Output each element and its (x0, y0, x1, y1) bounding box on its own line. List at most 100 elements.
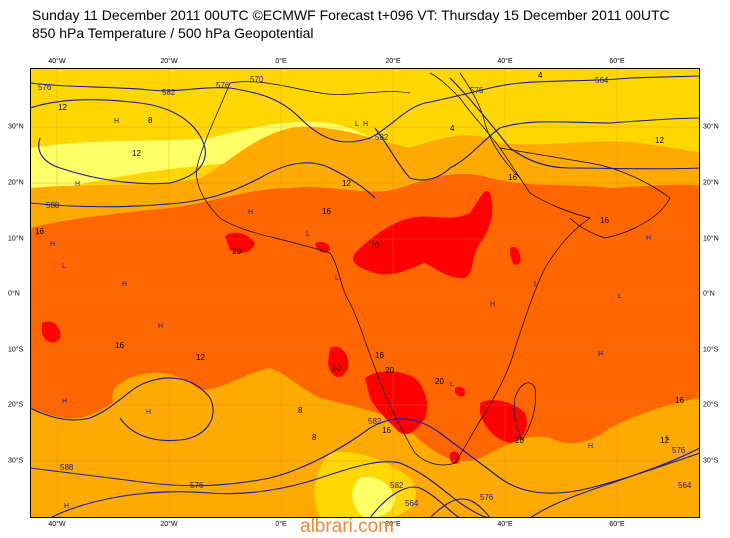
lon-label-top: 20°W (160, 58, 178, 65)
geopotential-label: 564 (678, 481, 692, 490)
geopotential-label: 564 (595, 76, 609, 85)
coastline (196, 72, 671, 466)
lon-label-bottom: 40°E (497, 521, 513, 528)
temp-label: 8 (298, 406, 303, 415)
temp-band-very-hot (352, 190, 493, 279)
temp-label: 16 (322, 207, 331, 216)
temp-band-very-hot (225, 232, 255, 254)
lat-label-right: 20°S (703, 401, 719, 409)
lat-label-right: 10°S (703, 346, 719, 354)
temp-label: 20 (370, 241, 379, 250)
geopotential-label: 576 (38, 83, 52, 92)
temp-label: 12 (655, 136, 664, 145)
temp-label: 12 (58, 103, 67, 112)
temp-label: 16 (382, 426, 391, 435)
pressure-mark: H (363, 121, 368, 128)
temp-band-very-hot (328, 346, 349, 378)
pressure-mark: L (62, 263, 66, 270)
temp-band-very-hot (480, 400, 527, 443)
pressure-mark: H (64, 503, 69, 510)
pressure-markers: H H H L H H L H H L L H H H L L H H H L … (50, 118, 670, 510)
temp-label: 16 (375, 351, 384, 360)
lat-label-left: 20°S (8, 401, 24, 409)
lon-label-bottom: 40°W (48, 521, 66, 528)
map-frame (30, 68, 700, 518)
lat-label-left: 30°N (8, 123, 24, 131)
pressure-mark: H (646, 235, 651, 242)
temp-label: 12 (196, 353, 205, 362)
geopotential-label: 582 (368, 417, 382, 426)
temp-band-very-hot (42, 321, 61, 343)
temp-label: 12 (342, 179, 351, 188)
forecast-title: Sunday 11 December 2011 00UTC ©ECMWF For… (32, 7, 670, 23)
lat-label-right: 0°N (703, 290, 715, 298)
temperature-labels: 12 8 12 16 16 12 16 12 16 20 20 20 16 20… (35, 71, 684, 445)
temp-label: 12 (132, 149, 141, 158)
pressure-mark: L (666, 435, 670, 442)
pressure-mark: L (450, 381, 454, 388)
temp-label: 20 (385, 366, 394, 375)
temp-band-very-hot (315, 241, 330, 253)
temp-band-warm (210, 410, 288, 454)
temp-band-cool (352, 476, 395, 518)
lon-label-bottom: 20°W (160, 521, 178, 528)
lon-label-top: 20°E (385, 58, 401, 65)
temp-label: 16 (115, 341, 124, 350)
geopotential-label: 576 (480, 493, 494, 502)
temp-band-hot (30, 173, 700, 462)
lon-label-bottom: 0°E (275, 521, 287, 528)
geopotential-label: 588 (60, 463, 74, 472)
field-subtitle: 850 hPa Temperature / 500 hPa Geopotenti… (32, 25, 314, 41)
temp-label: 16 (675, 396, 684, 405)
geopotential-label: 582 (390, 481, 404, 490)
temp-band-very-hot (449, 451, 460, 464)
lat-label-left: 10°S (8, 346, 24, 354)
temp-label: 16 (35, 227, 44, 236)
temp-label: 12 (660, 436, 669, 445)
temp-band-very-hot (365, 371, 427, 435)
pressure-mark: L (306, 231, 310, 238)
geopotential-label: 576 (470, 86, 484, 95)
temp-label: 16 (600, 216, 609, 225)
temp-label: 8 (148, 116, 153, 125)
geopotential-label: 576 (190, 481, 204, 490)
lat-label-left: 10°N (8, 235, 24, 243)
pressure-mark: H (122, 281, 127, 288)
pressure-mark: H (146, 409, 151, 416)
geopotential-label: 576 (216, 81, 230, 90)
lat-label-right: 10°N (703, 235, 719, 243)
geopotential-label: 582 (162, 88, 176, 97)
lat-label-right: 20°N (703, 179, 719, 187)
lon-label-bottom: 20°E (385, 521, 401, 528)
geopotential-label: 576 (672, 446, 686, 455)
lon-label-bottom: 60°E (609, 521, 625, 528)
lon-label-top: 40°E (497, 58, 513, 65)
pressure-mark: L (534, 281, 538, 288)
geopotential-label: 570 (250, 75, 264, 84)
lat-label-left: 20°N (8, 179, 24, 187)
weather-map: 12 8 12 16 16 12 16 12 16 20 20 20 16 20… (30, 68, 700, 518)
pressure-mark: L (335, 275, 339, 282)
geopotential-label: 564 (405, 499, 419, 508)
temp-label: 20 (435, 377, 444, 386)
geopotential-label: 588 (46, 201, 60, 210)
lat-label-right: 30°S (703, 457, 719, 465)
lon-label-top: 60°E (609, 58, 625, 65)
lon-label-top: 0°E (275, 58, 287, 65)
temp-band-very-hot (510, 247, 521, 265)
pressure-mark: H (490, 301, 495, 308)
temp-label: 4 (450, 124, 455, 133)
pressure-mark: H (50, 241, 55, 248)
pressure-mark: H (588, 443, 593, 450)
pressure-mark: L (355, 121, 359, 128)
lon-label-top: 40°W (48, 58, 66, 65)
temp-band-very-hot (454, 386, 465, 397)
temp-label: 20 (232, 247, 241, 256)
geopotential-label: 582 (375, 133, 389, 142)
temp-label: 4 (538, 71, 543, 80)
pressure-mark: H (158, 323, 163, 330)
pressure-mark: H (598, 351, 603, 358)
temp-label: 20 (332, 364, 341, 373)
lat-label-right: 30°N (703, 123, 719, 131)
geopotential-contours (30, 75, 700, 518)
